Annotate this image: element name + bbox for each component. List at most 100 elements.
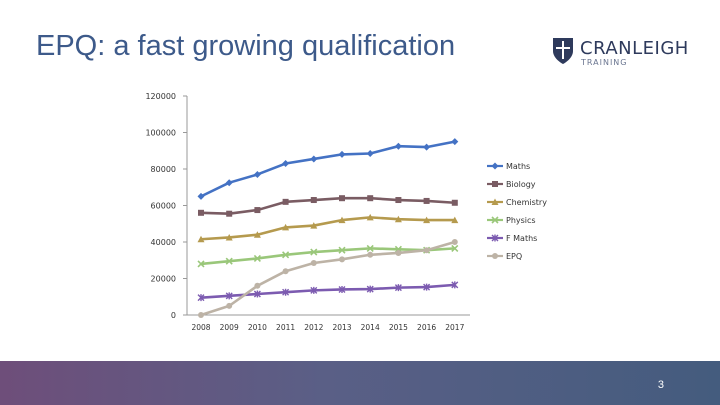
data-point: [253, 170, 261, 178]
data-point: [282, 198, 289, 205]
data-point: [451, 199, 458, 206]
legend-label: Chemistry: [506, 198, 547, 207]
legend-marker: [491, 198, 499, 205]
data-point: [366, 149, 374, 157]
legend-marker: [492, 181, 498, 187]
data-point: [225, 292, 233, 300]
series-line-f-maths: [200, 283, 455, 299]
data-point: [310, 155, 318, 163]
data-point: [451, 138, 459, 146]
data-point: [253, 231, 261, 238]
x-tick-label: 2014: [361, 323, 380, 332]
series-line-biology: [200, 196, 455, 216]
logo-name: CRANLEIGH: [580, 38, 689, 59]
data-point: [339, 256, 345, 263]
data-point: [367, 251, 374, 258]
data-point: [338, 216, 346, 224]
y-tick-label: 60000: [151, 202, 176, 211]
data-point: [395, 197, 402, 204]
y-tick-label: 0: [171, 311, 176, 320]
legend-label: Maths: [506, 162, 530, 171]
data-point: [366, 213, 374, 221]
data-point: [310, 197, 317, 204]
data-point: [198, 312, 204, 318]
data-point: [338, 150, 346, 158]
x-tick-label: 2015: [389, 323, 408, 332]
data-point: [197, 294, 205, 302]
data-point: [451, 281, 459, 289]
data-point: [254, 207, 261, 214]
legend-label: F Maths: [506, 234, 537, 243]
x-tick-label: 2012: [304, 323, 323, 332]
legend-label: Biology: [506, 180, 536, 189]
page-number: 3: [657, 379, 664, 391]
data-point: [451, 244, 459, 252]
legend-label: Physics: [506, 216, 536, 225]
data-point: [310, 222, 318, 229]
data-point: [226, 302, 233, 309]
x-tick-label: 2010: [248, 323, 267, 332]
data-point: [338, 246, 346, 254]
y-tick-label: 120000: [145, 92, 176, 101]
data-point: [226, 210, 233, 217]
data-point: [282, 223, 290, 231]
y-tick-label: 40000: [151, 238, 176, 247]
data-point: [310, 248, 318, 256]
data-point: [225, 233, 233, 241]
shield-icon: [553, 38, 573, 64]
data-point: [310, 286, 318, 294]
x-tick-label: 2008: [191, 323, 210, 332]
cranleigh-logo: CRANLEIGH TRAINING: [552, 36, 688, 70]
y-tick-label: 80000: [151, 165, 176, 174]
x-tick-label: 2016: [417, 323, 436, 332]
data-point: [423, 197, 430, 204]
data-point: [197, 235, 205, 243]
y-tick-label: 100000: [145, 129, 176, 138]
data-point: [282, 288, 290, 296]
data-point: [225, 179, 233, 187]
data-point: [423, 143, 431, 151]
legend-marker: [491, 162, 499, 170]
data-point: [423, 247, 430, 254]
data-point: [198, 209, 204, 216]
data-point: [338, 285, 346, 293]
data-point: [197, 260, 205, 268]
data-point: [254, 282, 261, 289]
series-line-chemistry: [200, 216, 455, 241]
logo-sub: TRAINING: [581, 58, 628, 67]
data-point: [394, 284, 402, 292]
data-point: [225, 257, 233, 265]
series-line-physics: [200, 247, 455, 266]
data-point: [197, 192, 205, 200]
data-point: [339, 195, 345, 202]
data-point: [310, 259, 317, 266]
data-point: [282, 268, 289, 275]
data-point: [451, 216, 459, 224]
x-tick-label: 2009: [220, 323, 239, 332]
footer-bar: 3: [0, 361, 720, 405]
data-point: [367, 195, 374, 202]
data-point: [394, 142, 402, 150]
y-tick-label: 20000: [151, 275, 176, 284]
legend-marker: [491, 216, 499, 224]
data-point: [253, 290, 261, 298]
data-point: [451, 239, 458, 245]
legend-label: EPQ: [506, 252, 522, 261]
data-point: [394, 215, 402, 223]
data-point: [282, 160, 290, 168]
slide-title: EPQ: a fast growing qualification: [36, 30, 456, 62]
legend-marker: [492, 253, 498, 259]
series-line-epq: [200, 240, 456, 317]
x-tick-label: 2011: [276, 323, 295, 332]
line-chart: 0 20000 40000 60000 80000 100000 120000 2008 200…: [145, 92, 547, 332]
data-point: [253, 254, 261, 262]
x-tick-label: 2013: [332, 323, 351, 332]
data-point: [366, 285, 374, 293]
data-point: [423, 283, 431, 291]
data-point: [423, 216, 431, 224]
data-point: [395, 249, 402, 256]
x-tick-label: 2017: [445, 323, 464, 332]
data-point: [282, 251, 290, 259]
legend-marker: [491, 234, 499, 242]
data-point: [366, 244, 374, 252]
